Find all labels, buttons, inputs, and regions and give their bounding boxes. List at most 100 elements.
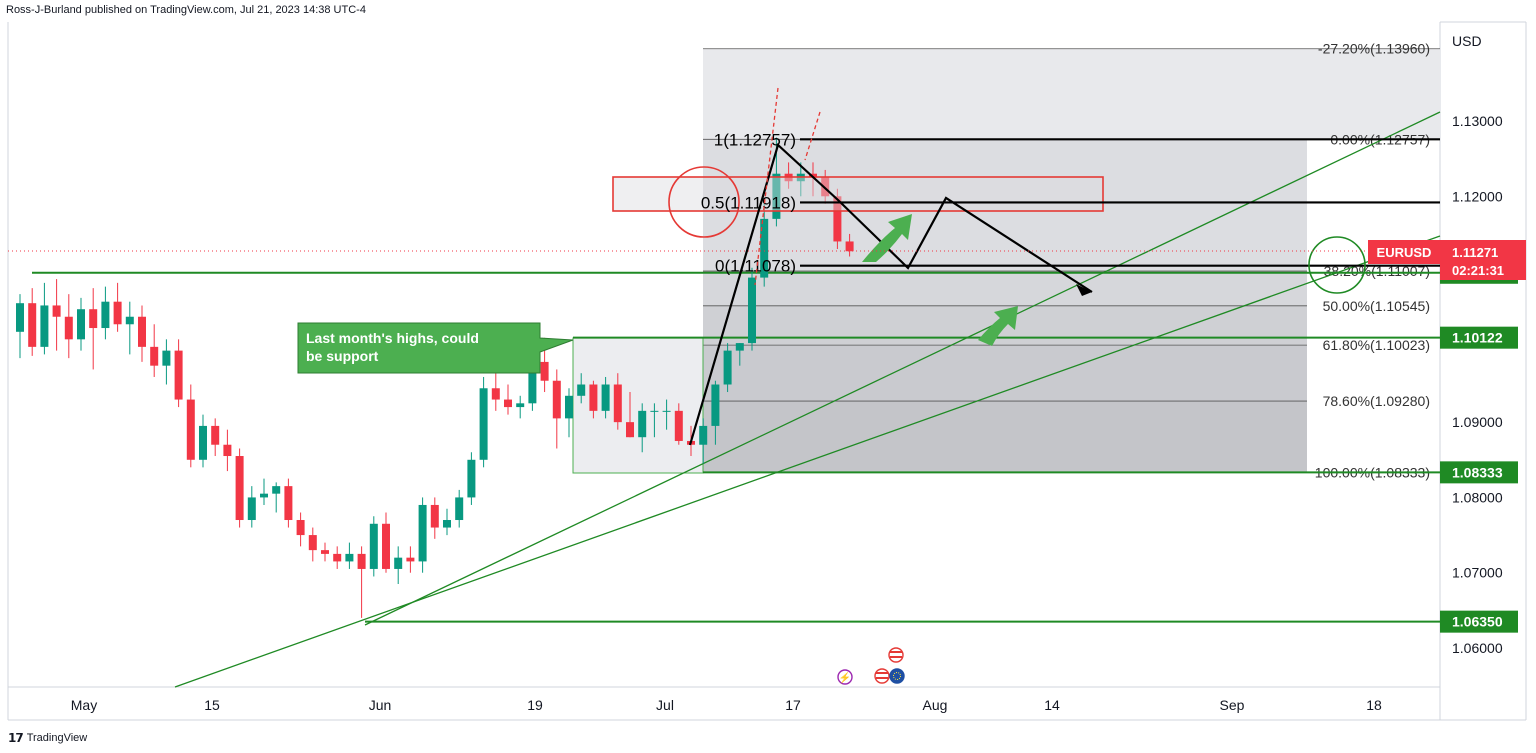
- annotation-callout[interactable]: Last month's highs, could be support: [297, 322, 574, 374]
- time-tick-label: 17: [785, 697, 801, 713]
- candle-body: [552, 380, 561, 419]
- candle-body: [101, 301, 110, 329]
- candle-body: [40, 305, 49, 347]
- candle-body: [369, 523, 378, 569]
- currency-label[interactable]: USD: [1452, 33, 1482, 49]
- fib-ext-label: 1(1.12757): [714, 130, 796, 149]
- candle-body: [138, 316, 146, 347]
- time-tick-label: Jun: [369, 697, 392, 713]
- candle-body: [540, 361, 549, 381]
- fib-level-label: 61.80%(1.10023): [1323, 337, 1430, 353]
- candlestick-series: [16, 137, 854, 618]
- candle-body: [833, 196, 842, 242]
- candle-body: [357, 553, 366, 569]
- fib-zone: [703, 48, 1440, 140]
- tradingview-logo-icon: 𝟭𝟳: [8, 731, 24, 745]
- candle-body: [394, 557, 403, 569]
- price-tick-label: 1.06000: [1452, 640, 1503, 656]
- fib-level-label: 50.00%(1.10545): [1323, 298, 1430, 314]
- fib-ext-label: 0(1.11078): [715, 257, 796, 276]
- trendline-lower: [174, 235, 1441, 688]
- candle-body: [455, 497, 464, 521]
- price-badge-bg: [1440, 326, 1518, 349]
- candle-body: [272, 486, 281, 494]
- candle-body: [711, 384, 720, 426]
- brand-name: TradingView: [26, 732, 88, 744]
- price-badge-label: 1.08333: [1452, 464, 1503, 480]
- fib-zone: [703, 139, 1307, 272]
- fib-level-label: -27.20%(1.13960): [1318, 41, 1430, 57]
- us-flag-icon[interactable]: [874, 668, 890, 684]
- candle-body: [699, 425, 708, 445]
- footer-brand[interactable]: 𝟭𝟳 TradingView: [8, 731, 87, 745]
- us-flag-stripe-icon: [890, 656, 902, 658]
- candle-body: [516, 403, 525, 408]
- last-price-label: 1.11271: [1452, 245, 1498, 260]
- candle-body: [333, 553, 342, 562]
- candle-body: [199, 425, 207, 460]
- candle-body: [613, 384, 622, 423]
- fib-zone: [703, 401, 1307, 473]
- candle-body: [260, 493, 268, 498]
- fib-zone: [703, 271, 1307, 306]
- economic-events[interactable]: ⚡: [837, 647, 905, 685]
- candle-body: [186, 399, 195, 460]
- candle-body: [235, 456, 244, 521]
- candle-body: [565, 395, 573, 419]
- candle-body: [125, 316, 134, 325]
- candle-body: [626, 422, 634, 438]
- fib-level-label: 38.20%(1.11007): [1324, 263, 1430, 279]
- candle-body: [748, 277, 756, 344]
- candle-body: [638, 410, 647, 438]
- price-badge-bg: [1440, 610, 1518, 633]
- time-axis[interactable]: May 15 Jun 19 Jul 17 Aug 14 Sep 18: [71, 697, 1382, 713]
- price-tick-label: 1.13000: [1452, 113, 1503, 129]
- candle-body: [52, 305, 61, 317]
- dashed-trend-1: [754, 87, 779, 286]
- candle-body: [504, 399, 512, 408]
- eu-flag-icon[interactable]: [889, 668, 905, 684]
- support-lines: [32, 271, 1440, 623]
- candle-body: [382, 523, 390, 569]
- candle-body: [406, 557, 415, 562]
- time-tick-label: 18: [1366, 697, 1382, 713]
- candle-body: [162, 350, 171, 366]
- candle-body: [662, 410, 671, 412]
- annotation-line-1: Last month's highs, could: [306, 330, 479, 346]
- fib-zone: [703, 345, 1307, 402]
- time-tick-label: May: [71, 697, 97, 713]
- target-circle: [1308, 236, 1366, 294]
- green-arrow-up-1: [862, 214, 912, 262]
- price-tick-label: 1.12000: [1452, 188, 1503, 204]
- candle-body: [174, 350, 183, 400]
- candle-body: [211, 425, 220, 445]
- eu-stars-icon: [893, 672, 901, 680]
- us-flag-stripe-icon: [890, 651, 902, 653]
- candle-body: [345, 553, 354, 562]
- time-tick-label: 15: [204, 697, 220, 713]
- price-tick-label: 1.08000: [1452, 489, 1503, 505]
- projected-path-arrowhead: [1076, 284, 1092, 296]
- projected-path: [688, 142, 1093, 446]
- resistance-zone-box: [612, 176, 1104, 212]
- candle-body: [430, 504, 439, 528]
- fib-ext-label: 0.5(1.11918): [701, 193, 796, 212]
- candle-body: [443, 520, 451, 528]
- candle-body: [601, 384, 610, 411]
- candle-body: [809, 173, 817, 178]
- candle-body: [113, 301, 122, 325]
- dividend-event-icon[interactable]: [837, 669, 853, 685]
- symbol-label: EURUSD: [1377, 245, 1432, 260]
- price-axis[interactable]: 1.13000 1.12000 1.09000 1.08000 1.07000 1.060…: [1452, 113, 1503, 656]
- candle-body: [247, 497, 256, 521]
- candle-body: [418, 504, 427, 562]
- us-flag-icon[interactable]: [888, 647, 904, 663]
- candle-body: [723, 350, 732, 385]
- candle-body: [772, 173, 781, 219]
- candle-body: [491, 388, 500, 400]
- time-tick-label: Aug: [923, 697, 948, 713]
- symbol-badge-bg: [1368, 240, 1440, 264]
- candle-body: [223, 444, 232, 457]
- candle-body: [650, 410, 659, 412]
